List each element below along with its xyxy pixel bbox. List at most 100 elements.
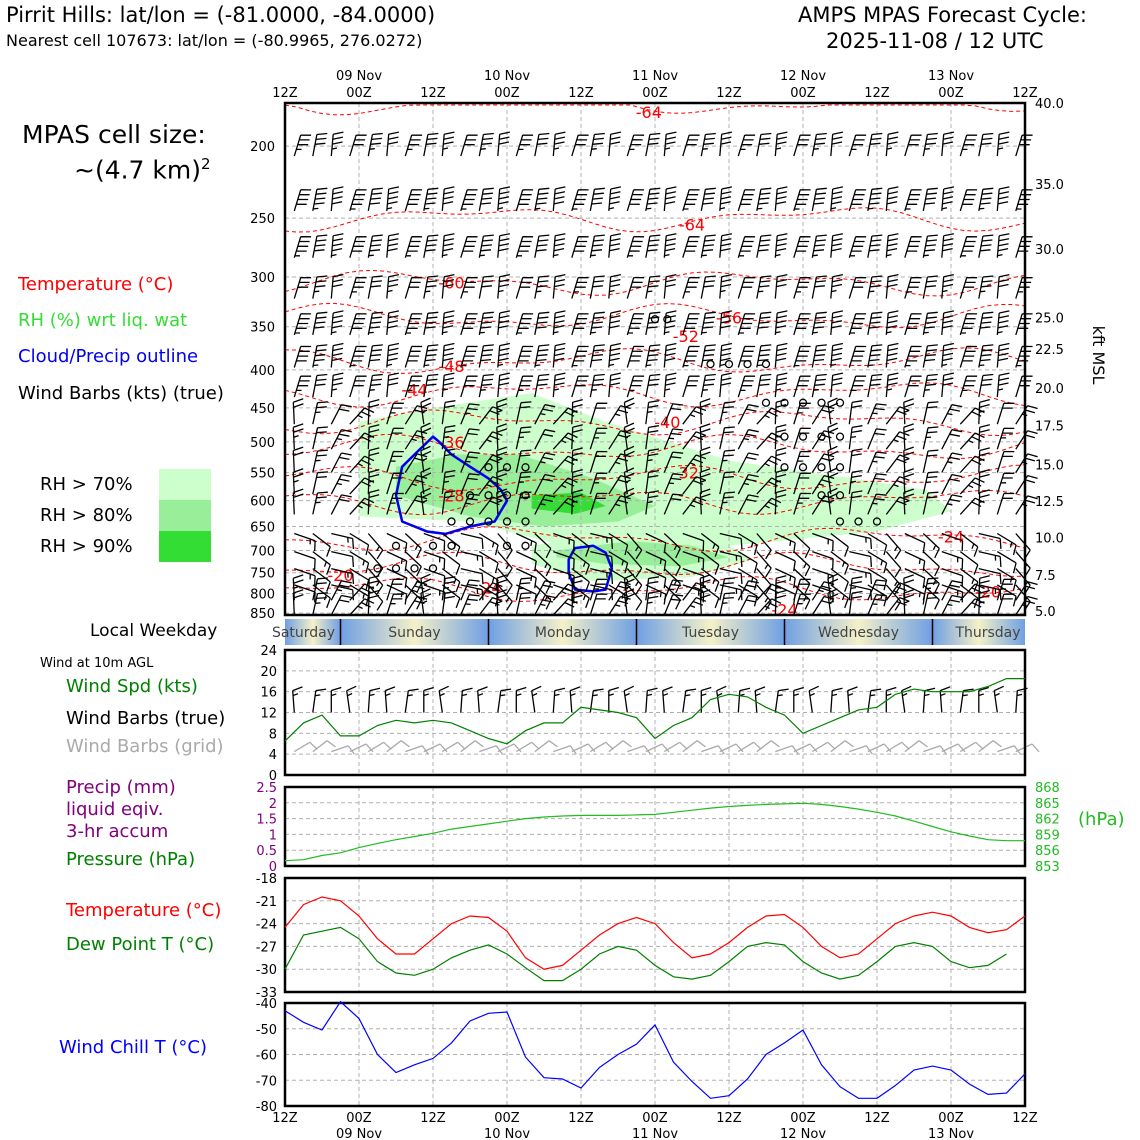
wind-panel-tick-label: 24 [260, 644, 277, 659]
wind-barb [775, 532, 796, 554]
wind-barb [719, 273, 733, 299]
wind-barb [478, 187, 494, 212]
wind-barb [292, 423, 304, 450]
weekday-label: Sunday [388, 625, 440, 641]
wind-barb [941, 131, 955, 157]
wind-barb [589, 344, 605, 368]
wind-barb [719, 532, 743, 549]
wind-barb [294, 532, 316, 552]
wind-barb [478, 311, 494, 336]
wind-barb [589, 234, 605, 258]
wind-barb [608, 186, 622, 211]
wind-barb [623, 588, 635, 616]
wind-barb [496, 423, 508, 450]
wind-barb [700, 373, 716, 398]
wind-barb [867, 532, 888, 556]
wind-barb [623, 467, 635, 495]
wind-barb-layer [292, 131, 1040, 755]
wind-barb [903, 423, 915, 450]
wind-barb [292, 398, 304, 425]
grid-wind-barb [497, 743, 522, 753]
precip-panel-tick-label: 0 [269, 860, 277, 875]
wind-barb [441, 568, 461, 592]
wind-panel-tick-label: 12 [260, 707, 277, 722]
rh70-swatch [159, 469, 211, 500]
sfc-wind-barb [830, 687, 843, 713]
wind-barb [922, 401, 939, 425]
precip-panel-tick-label: 2 [269, 797, 277, 812]
wind-barb [959, 375, 978, 398]
wind-barb [515, 345, 534, 368]
wind-barb [663, 473, 684, 495]
time-label-top: 12Z [568, 86, 594, 101]
wind-barb [774, 342, 788, 368]
wind-barb [367, 398, 380, 425]
grid-wind-barb [534, 740, 558, 753]
wind-barb [645, 448, 660, 473]
wind-barb [293, 134, 312, 157]
wind-barb [441, 448, 456, 473]
wind-barb [460, 403, 480, 425]
wind-barb [830, 186, 844, 211]
ice-marker [428, 564, 438, 573]
pressure-tick-label-right: 865 [1035, 797, 1060, 812]
wind-barb [608, 551, 629, 574]
pressure-tick-label: 250 [250, 212, 275, 227]
wind-barb [404, 345, 423, 368]
wind-barb [700, 187, 716, 212]
ice-marker [835, 432, 845, 441]
weekday-label: Saturday [272, 625, 335, 641]
wind-barb [386, 186, 400, 211]
wind-barb [312, 401, 328, 425]
wind-barb [478, 373, 494, 398]
wind-barb [292, 488, 304, 515]
legend-rh: RH (%) wrt liq. wat [18, 310, 188, 331]
wind-barb [552, 186, 566, 211]
wind-barb [904, 134, 922, 157]
wind-barb [793, 551, 811, 577]
wind-barb [623, 573, 635, 601]
wind-barb [996, 273, 1010, 299]
ice-marker [817, 432, 826, 441]
wind-barb [699, 574, 711, 601]
wind-barb [848, 590, 863, 616]
wind-chill-line [284, 1000, 1026, 1099]
wind-barb [330, 429, 352, 450]
grid-wind-barb [941, 743, 966, 753]
wind-barb [367, 187, 383, 212]
wind-barb [645, 132, 661, 157]
wind-barb [959, 598, 985, 616]
wind-barb [386, 233, 400, 258]
wind-barb [885, 131, 899, 157]
wind-barb [848, 134, 867, 157]
wind-barb [682, 375, 700, 398]
pressure-tick-label: 300 [250, 271, 275, 286]
wind-barb [386, 593, 404, 616]
wind-barb [460, 532, 484, 549]
wind-barb [571, 134, 589, 157]
time-label-top: 12Z [864, 86, 890, 101]
wind-barb [404, 276, 423, 299]
wind-barb [386, 342, 400, 368]
wind-barb [867, 473, 887, 495]
wind-barb [515, 313, 534, 336]
wind-barb [719, 426, 735, 450]
wind-barb [849, 550, 873, 567]
wind-barb [386, 372, 400, 398]
wind-barb [441, 310, 455, 335]
wind-barb [608, 532, 629, 556]
grid-wind-barb [904, 740, 928, 753]
ice-marker [780, 398, 789, 407]
wind-barb [922, 373, 938, 398]
wind-barb [330, 131, 344, 157]
wind-barb [423, 275, 439, 299]
grid-wind-barb [441, 741, 466, 753]
isotherm-label: -40 [654, 413, 680, 432]
wind-barb [885, 372, 899, 398]
time-label-bottom: 00Z [642, 1111, 668, 1126]
wind-barb [719, 491, 735, 515]
wind-barb [867, 493, 887, 515]
wind-barb [812, 532, 834, 552]
wind-barb [827, 397, 839, 425]
wind-barb [719, 592, 735, 616]
